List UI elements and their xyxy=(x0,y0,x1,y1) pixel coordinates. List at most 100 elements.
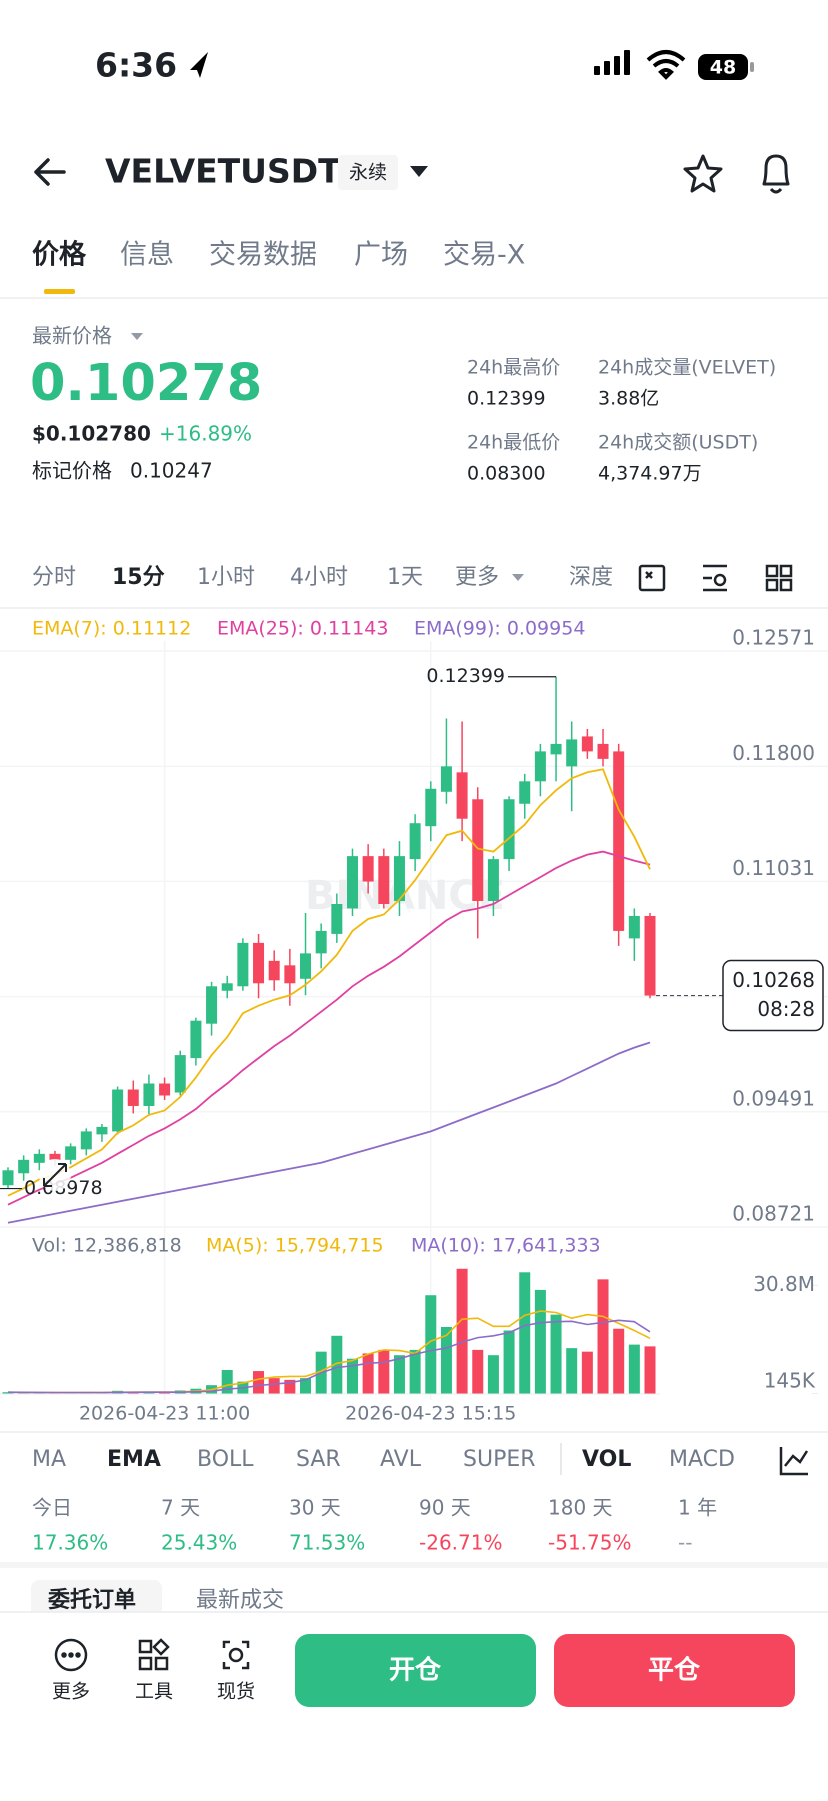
last-price-value: 0.10268 xyxy=(732,968,815,992)
stat-value: 0.12399 xyxy=(467,388,546,410)
period-label: 1 年 xyxy=(678,1496,717,1520)
interval-tab[interactable]: 15分 xyxy=(112,565,165,590)
ema-line xyxy=(7,768,651,1197)
toolbar-icons[interactable] xyxy=(638,564,793,592)
y-tick-label: 0.09491 xyxy=(732,1086,815,1110)
volume-bar xyxy=(362,1353,374,1394)
open-button-bg[interactable] xyxy=(295,1634,536,1707)
interval-dropdown[interactable] xyxy=(512,574,524,581)
tab[interactable]: 价格 xyxy=(32,240,87,271)
order-tab-bg xyxy=(31,1580,162,1620)
volume-bar xyxy=(378,1349,390,1394)
candle-body xyxy=(253,942,265,984)
volume-bar xyxy=(393,1355,405,1394)
volume-bar xyxy=(534,1289,546,1394)
indicator-tab[interactable]: SAR xyxy=(296,1447,341,1472)
candle-body xyxy=(190,1020,202,1059)
legend-entry: MA(10): 17,641,333 xyxy=(411,1235,601,1257)
price-label: 最新价格 xyxy=(32,324,112,348)
trade-button[interactable]: 开仓 xyxy=(389,1655,442,1686)
close-button-bg[interactable] xyxy=(554,1634,795,1707)
candle-body xyxy=(49,1153,61,1160)
candle-body xyxy=(143,1083,155,1106)
candle-body xyxy=(300,953,312,979)
bottom-icons[interactable] xyxy=(54,1638,250,1672)
volume-bar xyxy=(597,1279,609,1394)
ema-line xyxy=(7,850,651,1206)
interval-tab[interactable]: 4小时 xyxy=(290,565,348,590)
favorite-button[interactable] xyxy=(683,154,723,193)
candle-body xyxy=(80,1131,92,1150)
section-divider xyxy=(0,1562,828,1568)
interval-tab[interactable]: 1小时 xyxy=(197,565,255,590)
interval-tab[interactable]: 1天 xyxy=(387,565,423,590)
tab-indicator xyxy=(44,289,75,294)
candle-body xyxy=(221,983,233,991)
period-label: 90 天 xyxy=(419,1496,471,1520)
toolbar-label[interactable]: 更多 xyxy=(52,1681,90,1703)
candle-body xyxy=(378,856,390,904)
candle-body xyxy=(456,772,468,819)
volume-ma-line xyxy=(7,1319,651,1394)
indicator-tab[interactable]: VOL xyxy=(582,1447,631,1472)
alert-button[interactable] xyxy=(762,154,790,194)
period-label: 今日 xyxy=(32,1496,72,1520)
badge-bg xyxy=(338,155,398,190)
candle-body xyxy=(613,751,625,931)
volume-bar xyxy=(409,1349,421,1394)
toolbar-label[interactable]: 工具 xyxy=(135,1681,173,1703)
legend-entry: EMA(99): 0.09954 xyxy=(414,618,585,640)
period-label: 7 天 xyxy=(161,1496,200,1520)
legend-entry: EMA(25): 0.11143 xyxy=(217,618,388,640)
candle-body xyxy=(409,823,421,860)
volume-bar xyxy=(644,1346,656,1394)
candle-body xyxy=(346,856,358,909)
back-button[interactable] xyxy=(34,158,66,186)
last-price-box xyxy=(722,959,824,1032)
stat-label: 24h成交额(USDT) xyxy=(598,432,758,454)
interval-tab[interactable]: 更多 xyxy=(455,565,499,590)
tab[interactable]: 广场 xyxy=(354,240,408,271)
indicator-tab[interactable]: MA xyxy=(32,1447,66,1472)
price-dropdown[interactable] xyxy=(131,333,143,340)
indicator-tab[interactable]: BOLL xyxy=(197,1447,254,1472)
candle-body xyxy=(472,799,484,901)
ema-line xyxy=(7,1041,651,1224)
volume-bar xyxy=(346,1358,358,1394)
volume-bar xyxy=(440,1326,452,1394)
trade-button[interactable]: 平仓 xyxy=(648,1655,701,1686)
candle-body xyxy=(644,915,656,996)
indicator-tab[interactable]: SUPER xyxy=(463,1447,536,1472)
tab[interactable]: 信息 xyxy=(120,240,174,271)
chart-settings-button[interactable] xyxy=(779,1447,809,1476)
volume-bar xyxy=(253,1371,265,1394)
indicator-tab[interactable]: MACD xyxy=(669,1447,735,1472)
volume-bar xyxy=(268,1378,280,1394)
x-tick-label: 2026-04-23 11:00 xyxy=(79,1403,250,1425)
interval-tab[interactable]: 分时 xyxy=(32,565,76,590)
battery-tip xyxy=(750,62,754,72)
candle-body xyxy=(362,856,374,882)
order-tab[interactable]: 最新成交 xyxy=(196,1588,284,1613)
volume-bar xyxy=(519,1272,531,1394)
candle-body xyxy=(96,1126,108,1135)
last-price: 0.10278 xyxy=(30,354,262,413)
tab[interactable]: 交易数据 xyxy=(209,240,317,271)
candle-body xyxy=(503,799,515,860)
order-tab[interactable]: 委托订单 xyxy=(48,1588,136,1613)
symbol-dropdown[interactable] xyxy=(410,166,428,177)
candle-body xyxy=(519,781,531,804)
legend-entry: EMA(7): 0.11112 xyxy=(32,618,191,640)
candle-body xyxy=(440,766,452,792)
tab[interactable]: 交易-X xyxy=(443,240,525,271)
interval-tab[interactable]: 深度 xyxy=(569,565,613,590)
indicator-tab[interactable]: AVL xyxy=(380,1447,422,1472)
candle-body xyxy=(112,1089,124,1132)
candle-body xyxy=(174,1055,186,1093)
zoom-button[interactable] xyxy=(43,1163,67,1187)
toolbar-label[interactable]: 现货 xyxy=(217,1681,255,1703)
signal-icon xyxy=(594,50,630,75)
usd-price: $0.102780 xyxy=(32,422,151,446)
indicator-tab[interactable]: EMA xyxy=(107,1447,161,1472)
